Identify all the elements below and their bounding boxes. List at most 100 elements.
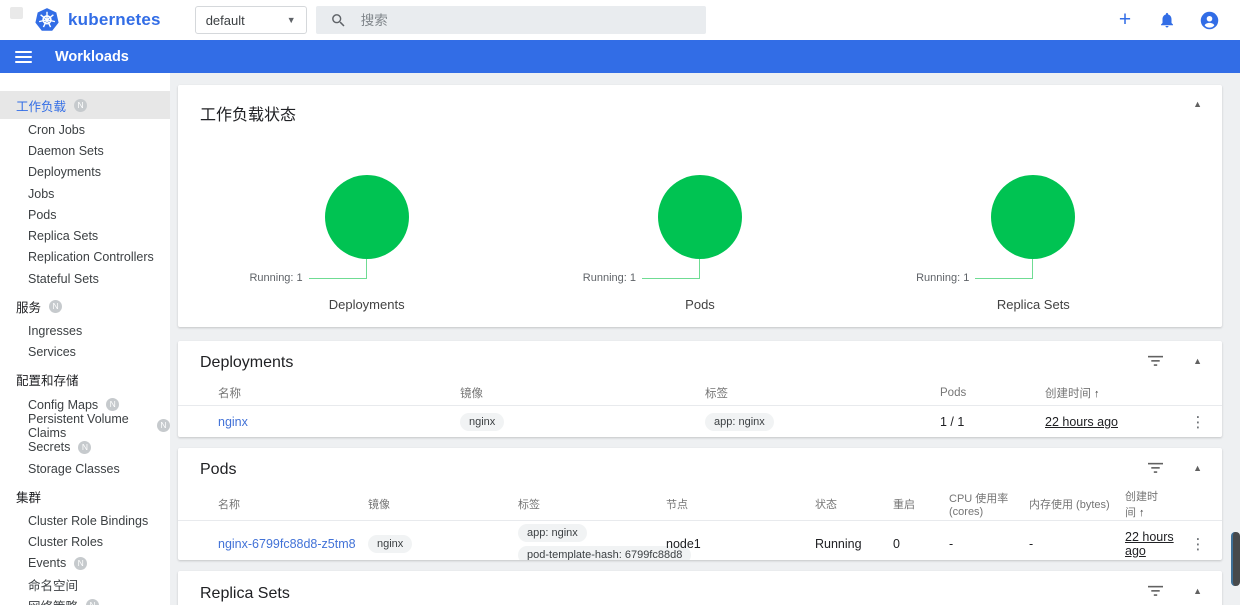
label-chip: pod-template-hash: 6799fc88d8 [518, 546, 692, 560]
sidebar-item-replica-sets[interactable]: Replica Sets [0, 225, 170, 246]
pods-card: Pods ▲ 名称 镜像 标签 节点 状态 重启 CPU 使用率 (cores)… [178, 448, 1222, 560]
row-menu-icon[interactable]: ⋮ [1190, 536, 1206, 553]
col-restarts: 重启 [893, 499, 915, 511]
sidebar-item-secrets[interactable]: Secrets N [0, 437, 170, 458]
sidebar-item-services[interactable]: Services [0, 342, 170, 363]
sidebar-item-label: Persistent Volume Claims [28, 411, 129, 440]
col-created[interactable]: 创建时间 ↑ [1045, 388, 1100, 400]
sidebar-item-cluster-roles[interactable]: Cluster Roles [0, 531, 170, 552]
collapse-icon[interactable]: ▲ [1193, 586, 1202, 596]
new-badge: N [78, 440, 92, 454]
col-node: 节点 [666, 499, 688, 511]
running-annotation: Running: 1 [249, 272, 303, 284]
col-name: 名称 [218, 499, 240, 511]
col-created[interactable]: 创建时间 ↑ [1125, 491, 1158, 519]
sidebar-item-config-maps[interactable]: Config Maps N [0, 394, 170, 415]
col-memory: 内存使用 (bytes) [1029, 499, 1110, 511]
filter-icon[interactable] [1148, 462, 1164, 474]
image-chip: nginx [368, 535, 413, 553]
namespace-selector[interactable]: default ▼ [194, 6, 307, 34]
collapse-icon[interactable]: ▲ [1193, 463, 1202, 473]
col-labels: 标签 [705, 388, 728, 400]
sidebar-item-deployments[interactable]: Deployments [0, 162, 170, 183]
user-menu-button[interactable] [1198, 9, 1220, 31]
sidebar-item-命名空间[interactable]: 命名空间 [0, 574, 170, 595]
label-chip: app: nginx [705, 413, 774, 431]
sidebar-item-label: Ingresses [28, 324, 83, 339]
sidebar-item-jobs[interactable]: Jobs [0, 183, 170, 204]
deployment-row: nginx nginx app: nginx 1 / 1 22 hours ag… [178, 406, 1222, 437]
running-annotation: Running: 1 [582, 272, 636, 284]
sidebar-item-pods[interactable]: Pods [0, 204, 170, 225]
top-app-bar: kubernetes default ▼ + [0, 0, 1240, 40]
create-button[interactable]: + [1114, 9, 1136, 31]
plus-icon: + [1118, 8, 1132, 31]
pods-pie [657, 175, 742, 259]
menu-icon[interactable] [15, 50, 32, 63]
kubernetes-wheel-icon [35, 8, 59, 31]
deployment-name-link[interactable]: nginx [218, 415, 248, 429]
sidebar-group-配置和存储[interactable]: 配置和存储 [0, 366, 170, 394]
leader-line [975, 259, 1034, 279]
sidebar-item-stateful-sets[interactable]: Stateful Sets [0, 268, 170, 289]
sidebar-item-网络策略[interactable]: 网络策略 N [0, 595, 170, 605]
sidebar-group-服务[interactable]: 服务 N [0, 292, 170, 320]
collapse-icon[interactable]: ▲ [1193, 99, 1202, 109]
new-badge: N [157, 419, 170, 433]
created-time-link[interactable]: 22 hours ago [1125, 530, 1174, 558]
image-chip: nginx [460, 413, 505, 431]
new-badge: N [49, 299, 63, 313]
replicasets-card-title: Replica Sets [200, 585, 290, 602]
sidebar-item-label: Events [28, 556, 67, 571]
workload-status-title: 工作负载状态 [200, 107, 297, 124]
sidebar-group-label: 服务 [16, 300, 42, 315]
sidebar-item-events[interactable]: Events N [0, 553, 170, 574]
chart-label: Replica Sets [996, 297, 1070, 312]
pod-memory: - [1029, 537, 1034, 551]
sidebar-item-label: Services [28, 345, 76, 360]
created-time-link[interactable]: 22 hours ago [1045, 415, 1118, 429]
sidebar-group-工作负载[interactable]: 工作负载 N [0, 91, 170, 119]
sidebar-item-ingresses[interactable]: Ingresses [0, 320, 170, 341]
sidebar-item-label: Cluster Roles [28, 535, 104, 550]
chevron-down-icon: ▼ [286, 15, 296, 25]
sort-ascending-icon: ↑ [1094, 388, 1100, 400]
search-bar[interactable] [315, 6, 706, 34]
deployments-card: Deployments ▲ 名称 镜像 标签 Pods 创建时间 ↑ [178, 341, 1222, 437]
sidebar-item-label: 网络策略 [28, 596, 78, 605]
pod-name-link[interactable]: nginx-6799fc88d8-z5tm8 [218, 537, 356, 551]
filter-icon[interactable] [1148, 355, 1164, 367]
col-labels: 标签 [518, 499, 540, 511]
filter-icon[interactable] [1148, 585, 1164, 597]
kubernetes-logo[interactable]: kubernetes [34, 7, 161, 33]
collapse-icon[interactable]: ▲ [1193, 356, 1202, 366]
user-icon [1200, 11, 1218, 29]
sidebar-item-label: Jobs [28, 186, 55, 201]
leader-line [308, 259, 367, 279]
label-chip: app: nginx [518, 524, 587, 542]
deployments-table-header: 名称 镜像 标签 Pods 创建时间 ↑ [178, 381, 1222, 406]
pod-row: nginx-6799fc88d8-z5tm8 nginx app: nginx … [178, 521, 1222, 560]
sidebar-item-label: Daemon Sets [28, 143, 104, 158]
sidebar-group-label: 配置和存储 [16, 374, 79, 389]
sidebar-item-cron-jobs[interactable]: Cron Jobs [0, 119, 170, 140]
page-toolbar: Workloads [0, 40, 1240, 73]
new-badge: N [106, 398, 120, 412]
sidebar-item-persistent-volume-claims[interactable]: Persistent Volume Claims N [0, 412, 170, 440]
sidebar-group-label: 集群 [16, 490, 42, 505]
sidebar-item-label: Secrets [28, 440, 71, 455]
sidebar-item-storage-classes[interactable]: Storage Classes [0, 458, 170, 479]
sidebar-item-label: Config Maps [28, 397, 99, 412]
sidebar-item-daemon-sets[interactable]: Daemon Sets [0, 140, 170, 161]
sidebar-group-集群[interactable]: 集群 [0, 482, 170, 510]
sidebar-item-label: Storage Classes [28, 461, 120, 476]
new-badge: N [86, 599, 100, 605]
leader-line [642, 259, 700, 279]
notifications-button[interactable] [1156, 9, 1178, 31]
sort-ascending-icon: ↑ [1139, 507, 1145, 519]
sidebar-item-replication-controllers[interactable]: Replication Controllers [0, 247, 170, 268]
search-input[interactable] [360, 12, 661, 28]
vertical-scrollbar-thumb[interactable] [1231, 532, 1240, 586]
sidebar-item-cluster-role-bindings[interactable]: Cluster Role Bindings [0, 510, 170, 531]
row-menu-icon[interactable]: ⋮ [1190, 414, 1206, 431]
